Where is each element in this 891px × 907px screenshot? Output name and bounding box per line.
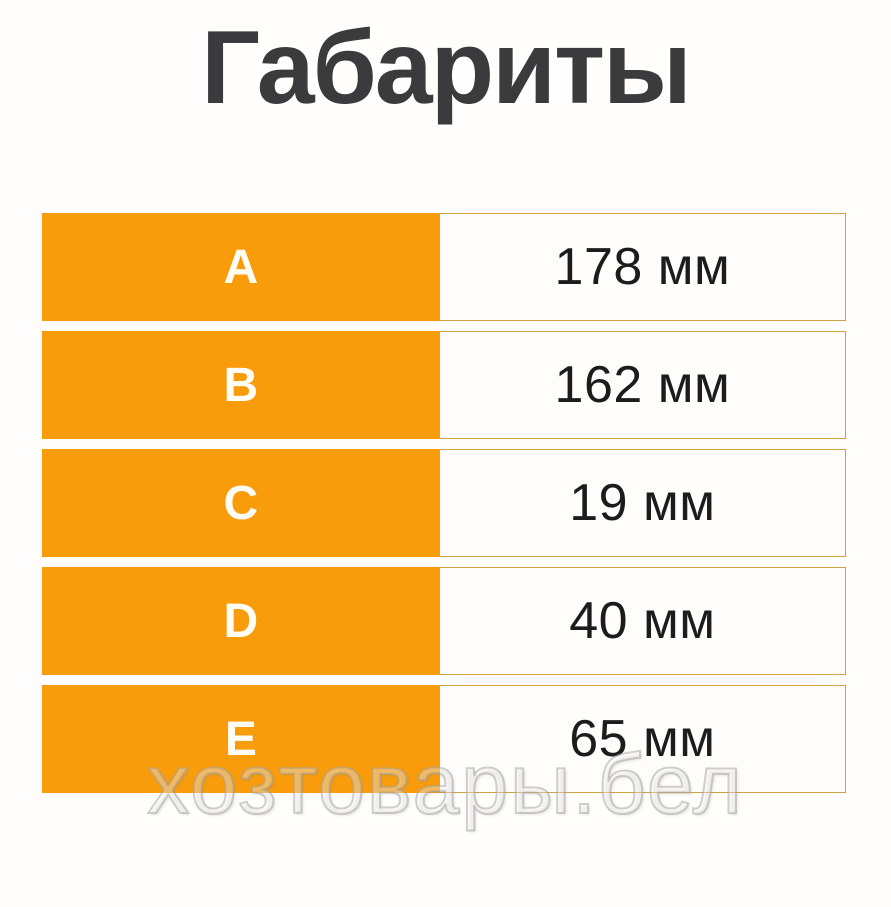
dimension-value-cell: 65 мм: [440, 686, 845, 792]
dimension-value: 19 мм: [569, 474, 716, 532]
table-row: B 162 мм: [42, 331, 846, 439]
dimension-value: 178 мм: [554, 238, 731, 296]
dimension-value: 40 мм: [569, 592, 716, 650]
table-row: A 178 мм: [42, 213, 846, 321]
dimension-value: 162 мм: [554, 356, 731, 414]
dimension-label-cell: A: [42, 213, 440, 321]
dimension-letter: B: [223, 358, 259, 412]
table-row: E 65 мм: [42, 685, 846, 793]
dimension-value-cell: 19 мм: [440, 450, 845, 556]
dimension-letter: E: [224, 712, 257, 766]
dimensions-table: A 178 мм B 162 мм C 19 мм D: [42, 213, 846, 793]
page-title: Габариты: [201, 10, 692, 126]
table-row: C 19 мм: [42, 449, 846, 557]
dimension-value: 65 мм: [569, 710, 716, 768]
dimension-value-cell: 40 мм: [440, 568, 845, 674]
dimension-letter: A: [223, 240, 259, 294]
table-row: D 40 мм: [42, 567, 846, 675]
dimension-label-cell: B: [42, 331, 440, 439]
dimension-letter: D: [223, 594, 259, 648]
dimension-label-cell: C: [42, 449, 440, 557]
dimension-value-cell: 162 мм: [440, 332, 845, 438]
dimension-letter: C: [223, 476, 259, 530]
dimension-label-cell: E: [42, 685, 440, 793]
dimension-label-cell: D: [42, 567, 440, 675]
dimension-value-cell: 178 мм: [440, 214, 845, 320]
